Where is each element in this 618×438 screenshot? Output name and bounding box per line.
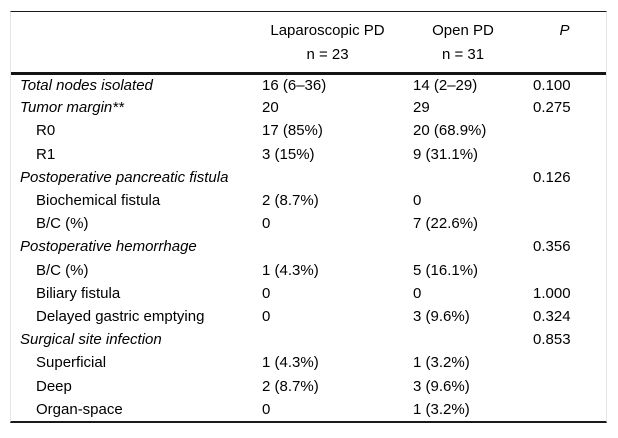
cell-p (523, 259, 606, 282)
table-row: Biliary fistula 0 0 1.000 (11, 282, 606, 305)
row-label: Postoperative pancreatic fistula (20, 168, 229, 186)
table-row: Surgical site infection 0.853 (11, 328, 606, 351)
header-open-pd-title: Open PD (432, 22, 494, 39)
cell-p: 0.853 (533, 331, 571, 349)
row-label: Delayed gastric emptying (36, 307, 205, 325)
cell-laparoscopic: 1 (4.3%) (262, 354, 319, 372)
header-open-pd: Open PD n = 31 (403, 12, 523, 75)
cell-p: 0.275 (533, 99, 571, 117)
row-label: Total nodes isolated (20, 76, 153, 94)
cell-open: 0 (413, 192, 422, 210)
row-label: R1 (36, 145, 56, 163)
outcomes-comparison-table: Laparoscopic PD n = 23 Open PD n = 31 P … (11, 12, 606, 421)
row-label: Deep (36, 377, 72, 395)
table-row: B/C (%) 0 7 (22.6%) (11, 212, 606, 235)
cell-p (523, 212, 606, 235)
header-p-value: P (523, 12, 606, 75)
cell-p (523, 143, 606, 166)
cell-p (523, 189, 606, 212)
cell-open: 29 (413, 99, 430, 117)
cell-open: 7 (22.6%) (413, 215, 479, 233)
row-label: Postoperative hemorrhage (20, 238, 197, 256)
table-row: Delayed gastric emptying 0 3 (9.6%) 0.32… (11, 305, 606, 328)
header-label-column (11, 12, 252, 75)
table-row: Organ-space 0 1 (3.2%) (11, 398, 606, 421)
table-header: Laparoscopic PD n = 23 Open PD n = 31 P (11, 12, 606, 75)
table-row: Postoperative hemorrhage 0.356 (11, 235, 606, 258)
table-row: Deep 2 (8.7%) 3 (9.6%) (11, 374, 606, 397)
cell-open: 1 (3.2%) (413, 400, 470, 418)
table-row: B/C (%) 1 (4.3%) 5 (16.1%) (11, 259, 606, 282)
table-row: R1 3 (15%) 9 (31.1%) (11, 143, 606, 166)
cell-p (523, 119, 606, 142)
row-label: Organ-space (36, 400, 123, 418)
row-label: B/C (%) (36, 215, 89, 233)
cell-open (403, 328, 523, 351)
header-open-pd-n: n = 31 (441, 46, 485, 63)
cell-p: 0.324 (533, 307, 571, 325)
cell-laparoscopic: 0 (262, 215, 271, 233)
table-row: Postoperative pancreatic fistula 0.126 (11, 166, 606, 189)
cell-p: 0.100 (533, 76, 571, 94)
cell-p (523, 374, 606, 397)
cell-open (403, 235, 523, 258)
cell-laparoscopic: 1 (4.3%) (262, 261, 319, 279)
table-row: Superficial 1 (4.3%) 1 (3.2%) (11, 351, 606, 374)
row-label: Superficial (36, 354, 107, 372)
cell-open: 5 (16.1%) (413, 261, 479, 279)
cell-open: 9 (31.1%) (413, 145, 479, 163)
table-row: Biochemical fistula 2 (8.7%) 0 (11, 189, 606, 212)
cell-p (523, 398, 606, 421)
cell-laparoscopic (252, 166, 403, 189)
cell-p (523, 351, 606, 374)
outcomes-table-frame: Laparoscopic PD n = 23 Open PD n = 31 P … (10, 11, 607, 423)
cell-p: 0.126 (533, 168, 571, 186)
cell-laparoscopic: 20 (262, 99, 279, 117)
cell-laparoscopic: 0 (262, 400, 271, 418)
cell-open: 14 (2–29) (413, 76, 478, 94)
header-laparoscopic-pd-n: n = 23 (306, 46, 349, 63)
header-laparoscopic-pd: Laparoscopic PD n = 23 (252, 12, 403, 75)
table-row: Total nodes isolated 16 (6–36) 14 (2–29)… (11, 73, 606, 96)
table-row: Tumor margin** 20 29 0.275 (11, 96, 606, 119)
cell-laparoscopic: 17 (85%) (262, 122, 323, 140)
row-label: Biochemical fistula (36, 192, 161, 210)
cell-laparoscopic (252, 235, 403, 258)
cell-p: 0.356 (533, 238, 571, 256)
cell-laparoscopic: 0 (262, 307, 271, 325)
cell-laparoscopic: 3 (15%) (262, 145, 315, 163)
cell-open: 20 (68.9%) (413, 122, 487, 140)
cell-laparoscopic: 0 (262, 284, 271, 302)
table-body: Total nodes isolated 16 (6–36) 14 (2–29)… (11, 73, 606, 421)
row-label: Biliary fistula (36, 284, 121, 302)
cell-open: 0 (413, 284, 422, 302)
header-row: Laparoscopic PD n = 23 Open PD n = 31 P (11, 12, 606, 75)
cell-laparoscopic: 2 (8.7%) (262, 377, 319, 395)
header-laparoscopic-pd-title: Laparoscopic PD (270, 22, 385, 39)
cell-open (403, 166, 523, 189)
row-label: Tumor margin** (20, 99, 124, 117)
row-label: Surgical site infection (20, 331, 162, 349)
cell-open: 1 (3.2%) (413, 354, 470, 372)
cell-laparoscopic: 16 (6–36) (262, 76, 327, 94)
table-row: R0 17 (85%) 20 (68.9%) (11, 119, 606, 142)
cell-open: 3 (9.6%) (413, 307, 470, 325)
cell-p: 1.000 (533, 284, 571, 302)
cell-open: 3 (9.6%) (413, 377, 470, 395)
cell-laparoscopic: 2 (8.7%) (262, 192, 319, 210)
cell-laparoscopic (252, 328, 403, 351)
row-label: R0 (36, 122, 56, 140)
row-label: B/C (%) (36, 261, 89, 279)
